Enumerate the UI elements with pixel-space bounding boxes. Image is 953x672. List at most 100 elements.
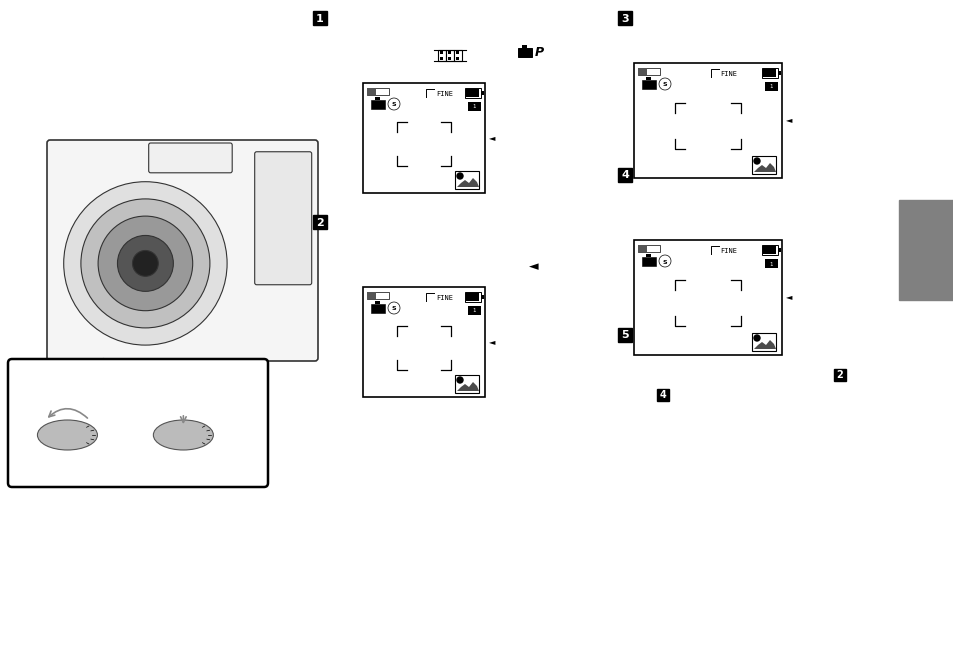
Bar [468, 306, 480, 315]
Bar [638, 245, 646, 252]
Bar [764, 82, 778, 91]
Bar [375, 301, 379, 304]
Ellipse shape [37, 420, 97, 450]
Circle shape [753, 335, 760, 341]
Bar [313, 215, 327, 229]
Bar [367, 292, 389, 299]
FancyBboxPatch shape [149, 143, 232, 173]
Bar [751, 156, 775, 174]
Bar [454, 50, 461, 61]
Text: 2: 2 [836, 370, 842, 380]
Bar [638, 245, 659, 252]
Bar [761, 68, 778, 78]
Circle shape [659, 78, 670, 90]
Bar [618, 168, 631, 182]
Text: 1: 1 [473, 105, 476, 110]
Circle shape [456, 173, 462, 179]
Text: 1: 1 [473, 308, 476, 314]
Bar [465, 89, 478, 97]
Circle shape [388, 302, 399, 314]
Bar [375, 97, 379, 100]
Ellipse shape [153, 420, 213, 450]
Bar [363, 83, 484, 193]
Bar [778, 248, 781, 252]
Bar [367, 88, 389, 95]
Bar [448, 57, 451, 60]
Text: ◄: ◄ [785, 116, 792, 124]
Bar [618, 328, 631, 342]
Polygon shape [753, 340, 775, 349]
Text: S: S [662, 259, 666, 265]
Text: 1: 1 [769, 85, 773, 89]
Text: 2: 2 [315, 218, 323, 228]
Text: 4: 4 [659, 390, 666, 401]
Bar [464, 88, 480, 98]
Text: ◄: ◄ [529, 261, 538, 274]
Text: P: P [535, 46, 543, 60]
Text: 1: 1 [769, 261, 773, 267]
Bar [448, 51, 451, 54]
FancyBboxPatch shape [8, 359, 268, 487]
Circle shape [98, 216, 193, 310]
Bar [455, 171, 478, 189]
Text: ◄: ◄ [489, 337, 495, 347]
Bar [641, 80, 656, 89]
Bar [480, 295, 483, 299]
Bar [638, 68, 646, 75]
Bar [645, 254, 650, 257]
Bar [367, 88, 375, 95]
Circle shape [456, 377, 462, 383]
Bar [634, 63, 781, 178]
Bar [313, 11, 327, 25]
Text: ◄: ◄ [785, 292, 792, 302]
Bar [761, 245, 778, 255]
FancyBboxPatch shape [47, 140, 317, 361]
Bar [363, 287, 484, 397]
Circle shape [81, 199, 210, 328]
Circle shape [388, 98, 399, 110]
Circle shape [117, 235, 173, 292]
Text: 3: 3 [620, 13, 628, 24]
Bar [465, 293, 478, 301]
Bar [468, 102, 480, 111]
Bar [464, 292, 480, 302]
Bar [480, 91, 483, 95]
Circle shape [132, 251, 158, 276]
Bar [371, 304, 385, 313]
Bar [517, 48, 532, 57]
Text: FINE: FINE [720, 248, 737, 254]
Text: S: S [662, 83, 666, 87]
Bar [764, 259, 778, 268]
Text: 4: 4 [620, 171, 628, 181]
Circle shape [659, 255, 670, 267]
Text: FINE: FINE [720, 71, 737, 77]
Bar [762, 69, 775, 77]
Bar [456, 57, 458, 60]
Text: S: S [392, 103, 395, 108]
Bar [645, 77, 650, 80]
Text: ◄: ◄ [489, 134, 495, 142]
Bar [437, 50, 446, 61]
Bar [455, 375, 478, 393]
Text: FINE: FINE [436, 91, 453, 97]
Text: 5: 5 [620, 331, 628, 341]
Bar [634, 240, 781, 355]
Polygon shape [456, 382, 478, 391]
Bar [456, 51, 458, 54]
Bar [371, 100, 385, 109]
Bar [618, 11, 631, 25]
Bar [446, 50, 454, 61]
Bar [657, 389, 668, 401]
Bar [439, 51, 442, 54]
FancyBboxPatch shape [254, 152, 312, 285]
Bar [638, 68, 659, 75]
Text: 1: 1 [315, 13, 323, 24]
Bar [521, 45, 526, 49]
Polygon shape [456, 178, 478, 187]
Text: FINE: FINE [436, 295, 453, 301]
Bar [439, 57, 442, 60]
Bar [751, 333, 775, 351]
Polygon shape [753, 163, 775, 172]
Bar [641, 257, 656, 266]
Circle shape [753, 158, 760, 164]
